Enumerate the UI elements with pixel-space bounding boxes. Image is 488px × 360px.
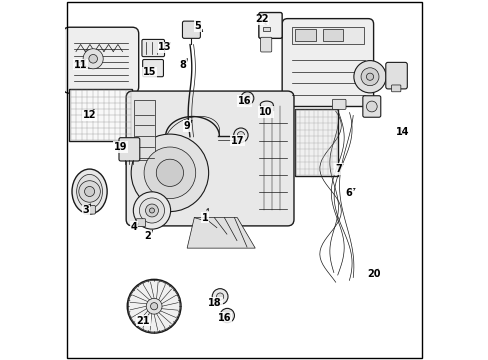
Text: 16: 16 — [237, 96, 251, 106]
Circle shape — [150, 303, 158, 310]
Bar — [263, 27, 269, 31]
Text: 16: 16 — [218, 313, 231, 323]
Ellipse shape — [77, 175, 102, 208]
Text: 2: 2 — [144, 231, 151, 240]
Bar — [134, 100, 155, 160]
Circle shape — [220, 309, 234, 323]
Text: 17: 17 — [230, 136, 244, 145]
Circle shape — [131, 134, 208, 212]
Text: 6: 6 — [345, 188, 352, 198]
FancyBboxPatch shape — [83, 206, 95, 214]
Bar — [322, 30, 343, 41]
FancyBboxPatch shape — [258, 13, 282, 39]
Circle shape — [224, 312, 230, 319]
Text: 10: 10 — [259, 107, 272, 117]
FancyBboxPatch shape — [126, 91, 293, 226]
FancyBboxPatch shape — [119, 138, 140, 161]
Text: 14: 14 — [395, 127, 408, 136]
Circle shape — [145, 204, 158, 217]
Circle shape — [212, 289, 227, 305]
FancyBboxPatch shape — [142, 59, 163, 77]
Circle shape — [233, 128, 247, 142]
Circle shape — [216, 293, 223, 300]
Text: 22: 22 — [254, 14, 268, 24]
Circle shape — [89, 54, 97, 63]
Text: 19: 19 — [114, 142, 127, 152]
FancyBboxPatch shape — [142, 40, 164, 57]
Circle shape — [133, 192, 170, 229]
Circle shape — [241, 92, 253, 105]
Circle shape — [353, 60, 386, 93]
Circle shape — [366, 101, 376, 112]
FancyBboxPatch shape — [362, 96, 380, 117]
Circle shape — [127, 279, 181, 333]
FancyBboxPatch shape — [136, 219, 145, 226]
FancyBboxPatch shape — [182, 21, 200, 39]
Text: 4: 4 — [130, 222, 137, 231]
Text: 15: 15 — [143, 67, 156, 77]
Ellipse shape — [72, 169, 107, 214]
Text: 1: 1 — [201, 213, 208, 222]
Text: 12: 12 — [82, 111, 96, 121]
Circle shape — [360, 68, 378, 86]
Text: 21: 21 — [136, 316, 150, 325]
Circle shape — [244, 95, 250, 101]
Circle shape — [146, 298, 162, 314]
Polygon shape — [187, 218, 255, 248]
Circle shape — [156, 159, 183, 186]
Text: 7: 7 — [334, 164, 341, 174]
Text: 18: 18 — [208, 298, 222, 308]
Bar — [294, 109, 337, 176]
Bar — [291, 27, 363, 44]
FancyBboxPatch shape — [63, 27, 139, 93]
Circle shape — [139, 198, 164, 223]
Text: 5: 5 — [194, 21, 201, 31]
Bar — [295, 30, 316, 41]
Text: 8: 8 — [179, 60, 186, 70]
Bar — [69, 89, 132, 141]
Circle shape — [84, 186, 94, 197]
Circle shape — [149, 208, 154, 213]
Circle shape — [144, 147, 195, 199]
Circle shape — [79, 181, 100, 202]
Text: 3: 3 — [82, 206, 89, 216]
FancyBboxPatch shape — [391, 85, 400, 92]
FancyBboxPatch shape — [260, 37, 271, 52]
Circle shape — [366, 73, 373, 80]
Circle shape — [83, 49, 103, 69]
Text: 9: 9 — [183, 121, 190, 131]
Text: 13: 13 — [158, 42, 171, 52]
Circle shape — [237, 132, 244, 139]
FancyBboxPatch shape — [332, 99, 346, 109]
Text: 20: 20 — [367, 269, 380, 279]
Text: 11: 11 — [73, 59, 87, 69]
FancyBboxPatch shape — [282, 19, 373, 107]
FancyBboxPatch shape — [385, 62, 407, 89]
